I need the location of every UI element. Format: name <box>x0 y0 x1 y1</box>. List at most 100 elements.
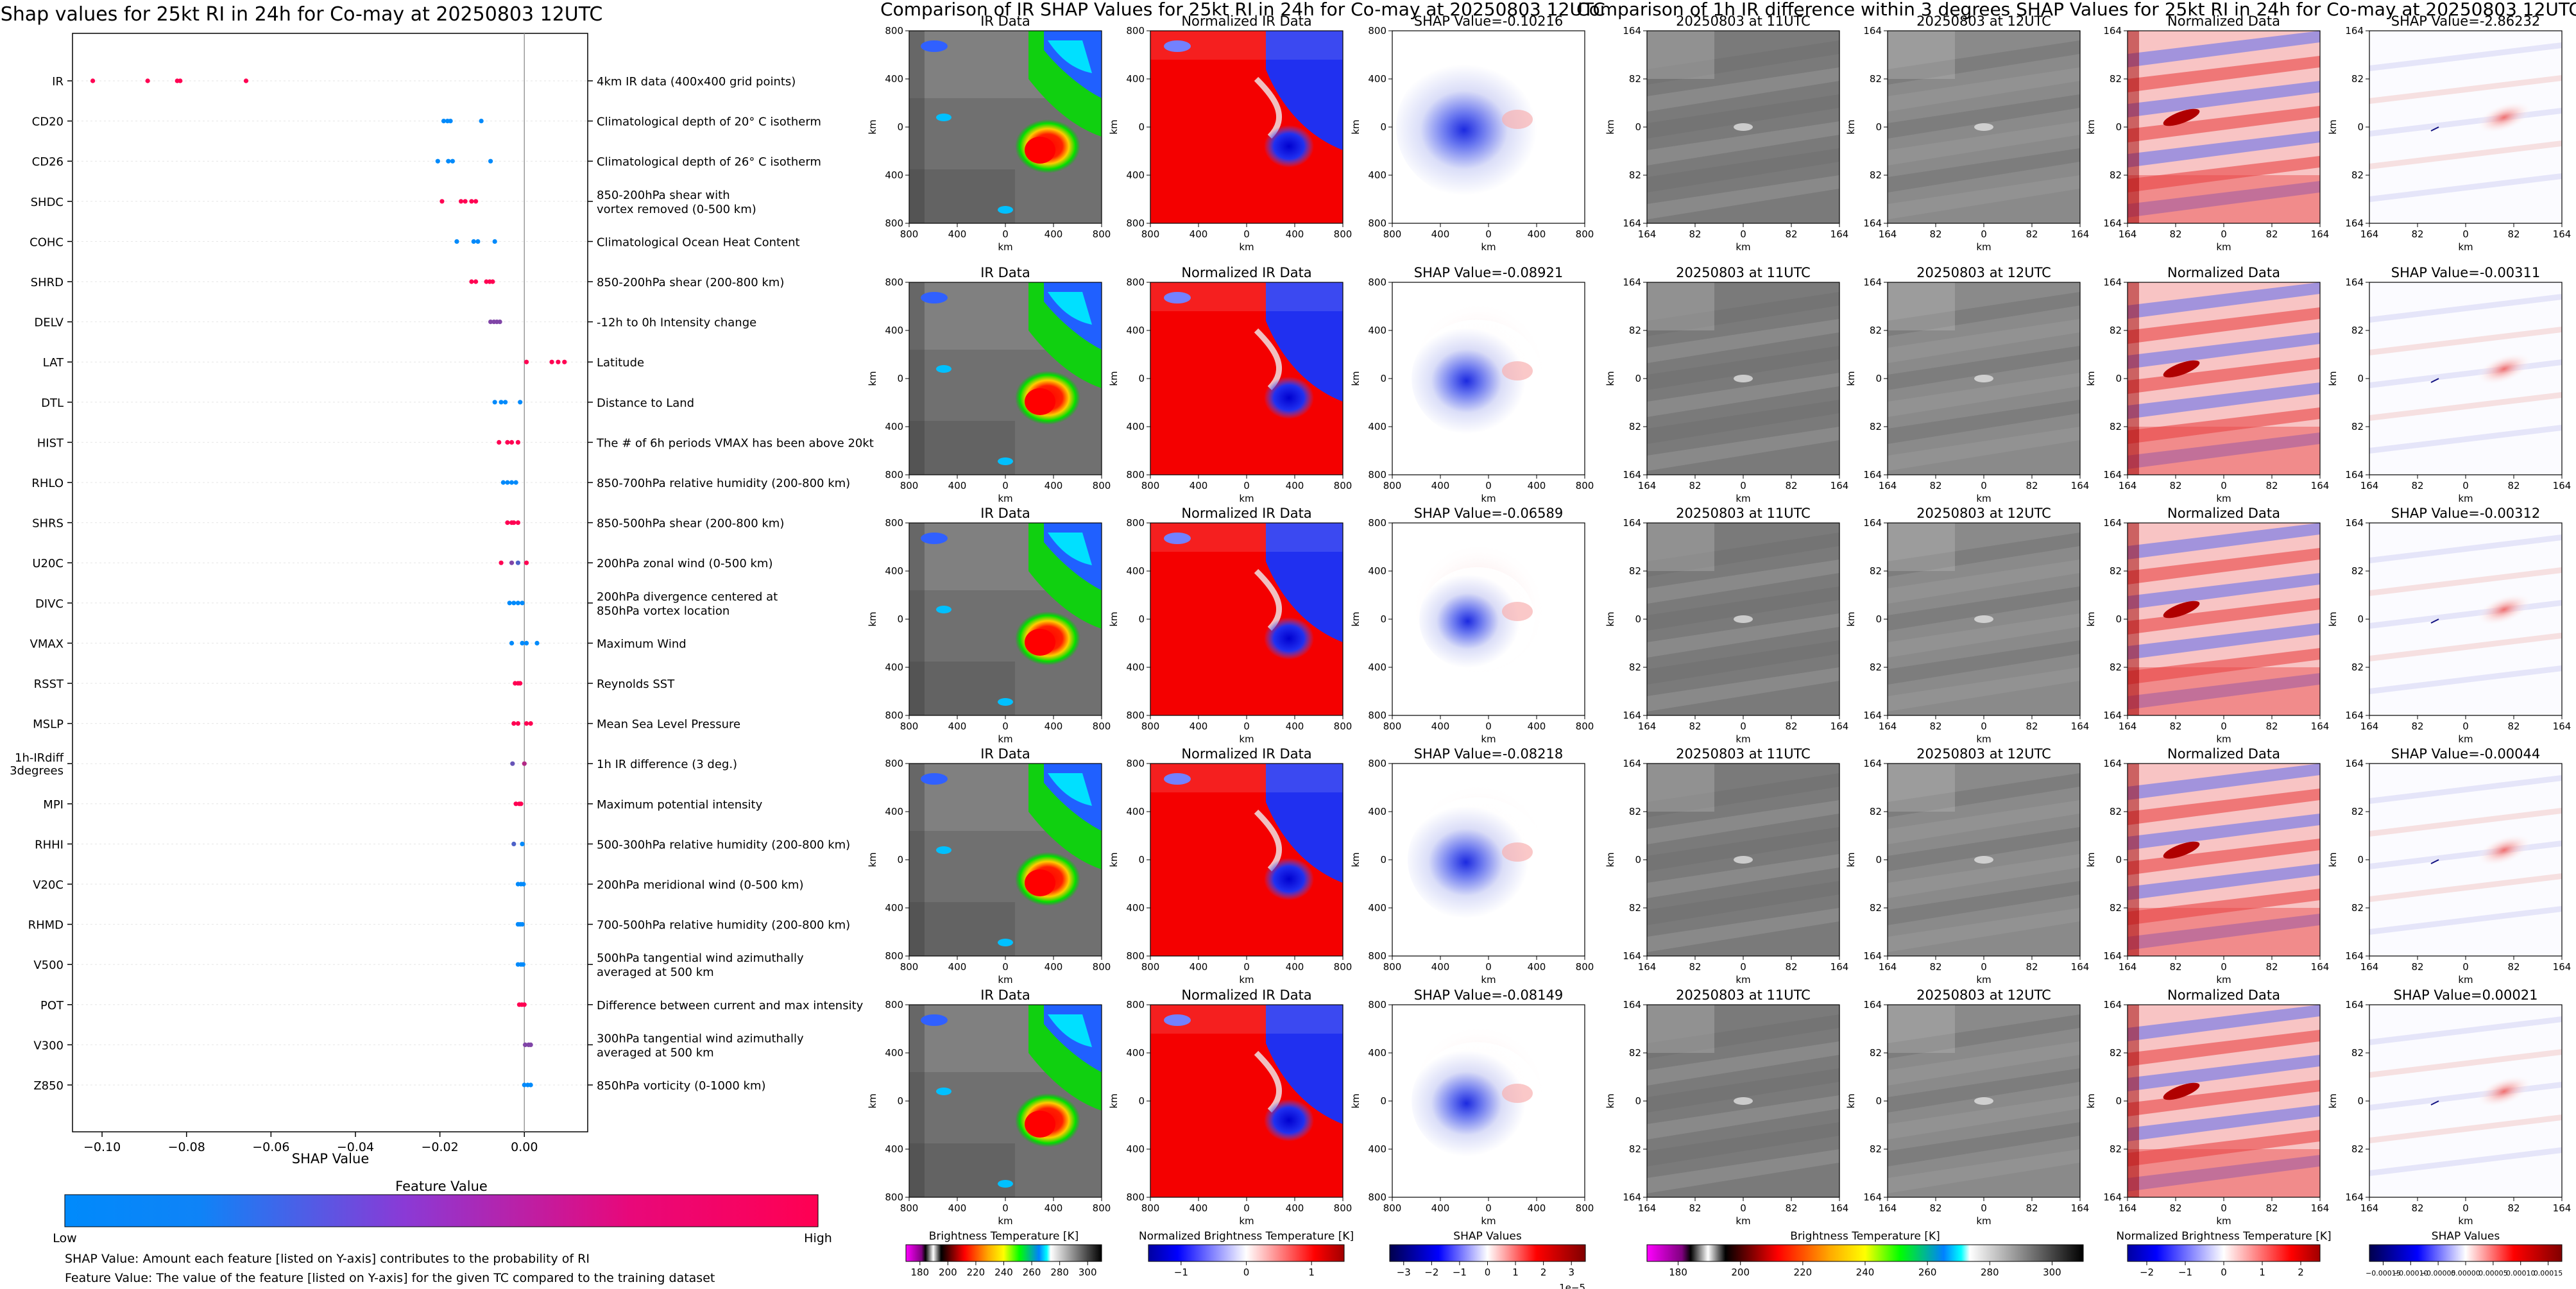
y-axis-label: km <box>867 119 878 134</box>
y-tick-label: 82 <box>2351 662 2364 673</box>
x-tick-label: 800 <box>900 480 919 491</box>
colorbar-tick-label: −3 <box>1397 1267 1411 1278</box>
y-tick-label: 164 <box>2345 218 2364 229</box>
x-tick-label: 0 <box>1981 961 1987 973</box>
y-tick-label: 800 <box>885 1191 903 1203</box>
x-tick-label: 800 <box>1576 480 1594 491</box>
feature-description-label: 200hPa divergence centered at 850hPa vort… <box>597 590 778 618</box>
ir-shap-comparison-panel: Comparison of IR SHAP Values for 25kt RI… <box>867 0 1605 1289</box>
shap-summary-gridlines <box>73 80 588 1086</box>
y-axis-label: km <box>1350 852 1361 867</box>
x-tick-label: 82 <box>2026 721 2038 732</box>
y-tick-label: 400 <box>1368 169 1386 181</box>
heatmap-image <box>1392 764 1585 956</box>
x-tick-label: 800 <box>1383 721 1402 732</box>
colorbar-gradient <box>2127 1244 2321 1262</box>
panel-title: SHAP Value=-0.00311 <box>2391 265 2541 280</box>
y-axis-label: km <box>2327 1093 2339 1108</box>
shap-point <box>90 78 96 83</box>
y-tick-label: 800 <box>885 999 903 1011</box>
shap-point <box>458 199 464 204</box>
y-tick-label: 82 <box>2351 1047 2364 1059</box>
x-tick-label: 0 <box>2462 961 2469 973</box>
y-tick-label: 400 <box>1368 662 1386 673</box>
feature-name-label: RHLO <box>31 477 64 490</box>
feature-labels: IR CD20 CD26 SHDC COHC SHRD DELV LAT DTL HIST RHLO… <box>10 75 73 1093</box>
heatmap-image <box>909 523 1102 715</box>
x-tick-label: 164 <box>2311 961 2330 973</box>
x-tick-label: 800 <box>1141 1202 1160 1214</box>
x-tick-label: 164 <box>1830 961 1849 973</box>
panel-title: Normalized IR Data <box>1181 506 1311 521</box>
x-axis-label: km <box>1976 974 1991 986</box>
x-axis-label: km <box>1481 493 1496 504</box>
x-axis-label: km <box>2458 241 2473 253</box>
panel-title: 20250803 at 12UTC <box>1916 987 2051 1003</box>
y-axis-label: km <box>1845 371 1857 386</box>
shap-point <box>509 640 515 646</box>
feature-name-label: IR <box>52 75 64 89</box>
colorbar-label: Brightness Temperature [K] <box>1790 1230 1940 1243</box>
heatmap-image <box>1392 523 1585 715</box>
y-tick-label: 82 <box>1870 806 1882 817</box>
y-tick-label: 800 <box>1368 758 1386 769</box>
panel-title: Normalized Data <box>2167 265 2280 280</box>
heatmap-image <box>909 764 1102 956</box>
colorbar-tick-label: 3 <box>1568 1267 1574 1278</box>
heatmap-image <box>1647 764 1839 956</box>
feature-description-label: Distance to Land <box>597 397 694 410</box>
x-axis-label: km <box>1976 733 1991 745</box>
panel-title: SHAP Value=-0.00044 <box>2391 746 2541 762</box>
x-tick-label: 0 <box>1485 721 1492 732</box>
x-tick-label: 164 <box>2071 228 2090 240</box>
shap-point <box>513 801 518 807</box>
x-axis-label: km <box>1481 733 1496 745</box>
feature-name-label: VMAX <box>30 637 64 651</box>
shap-point <box>492 239 497 244</box>
y-tick-label: 800 <box>1368 218 1386 229</box>
x-tick-label: 400 <box>1045 1202 1063 1214</box>
panel-title: Normalized Data <box>2167 506 2280 521</box>
colorbar-tick-label: 260 <box>1023 1267 1041 1278</box>
x-tick-label: 400 <box>948 961 967 973</box>
heatmap-image <box>2128 764 2320 956</box>
y-tick-label: 0 <box>2115 1095 2122 1107</box>
x-tick-label: 0 <box>2221 480 2227 491</box>
shap-point <box>524 560 529 565</box>
shap-point <box>435 158 440 164</box>
y-axis-label: km <box>867 852 878 867</box>
x-axis-label: km <box>1239 241 1254 253</box>
x-tick-label: −0.08 <box>168 1140 205 1154</box>
shap-point <box>524 721 529 726</box>
x-tick-label: 82 <box>1929 228 1941 240</box>
y-tick-label: 800 <box>1126 950 1145 962</box>
x-tick-label: 0 <box>1740 721 1746 732</box>
x-tick-label: 800 <box>900 1202 919 1214</box>
feature-description-label: 700-500hPa relative humidity (200-800 km… <box>597 919 850 932</box>
x-tick-label: 82 <box>2411 961 2423 973</box>
x-tick-label: 800 <box>1093 1202 1111 1214</box>
shap-point <box>473 199 479 204</box>
y-tick-label: 800 <box>885 218 903 229</box>
colorbar: Brightness Temperature [K] 180 200 220 240 26… <box>905 1230 1102 1278</box>
heatmap-image <box>2128 1005 2320 1197</box>
x-axis-label: km <box>2216 974 2231 986</box>
colorbar-label: Normalized Brightness Temperature [K] <box>1139 1230 1354 1243</box>
panel-title: SHAP Value=-2.86232 <box>2391 13 2541 29</box>
x-tick-label: 0 <box>1981 1202 1987 1214</box>
panel-title: SHAP Value=-0.08149 <box>1414 987 1564 1003</box>
colorbar-tick-label: 180 <box>1669 1267 1687 1278</box>
x-tick-label: 0 <box>1002 961 1009 973</box>
x-tick-label: 164 <box>1879 721 1897 732</box>
x-axis-label: km <box>2216 733 2231 745</box>
y-tick-label: 0 <box>1380 1095 1386 1107</box>
x-tick-label: 800 <box>1334 961 1352 973</box>
